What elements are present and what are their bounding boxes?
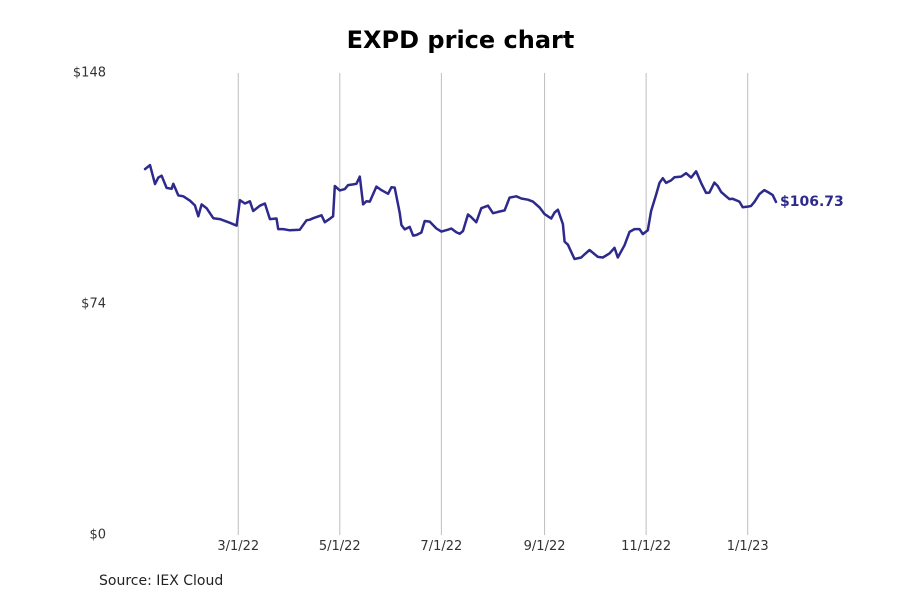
last-price-label: $106.73 bbox=[780, 194, 844, 210]
x-tick-label: 1/1/23 bbox=[727, 539, 769, 554]
x-tick-label: 7/1/22 bbox=[420, 539, 462, 554]
x-tick-label: 3/1/22 bbox=[217, 539, 259, 554]
x-tick-label: 5/1/22 bbox=[319, 539, 361, 554]
gridlines bbox=[237, 73, 749, 535]
x-tick-label: 9/1/22 bbox=[524, 539, 566, 554]
chart-title: EXPD price chart bbox=[346, 26, 575, 54]
y-axis: $148 $74 $0 bbox=[73, 66, 106, 543]
x-axis: 3/1/22 5/1/22 7/1/22 9/1/22 11/1/22 1/1/23 bbox=[217, 539, 768, 554]
x-tick-label: 11/1/22 bbox=[621, 539, 671, 554]
y-tick-label: $0 bbox=[89, 528, 106, 543]
source-note: Source: IEX Cloud bbox=[99, 573, 224, 589]
price-line bbox=[143, 163, 778, 261]
y-tick-label: $74 bbox=[81, 297, 106, 312]
y-tick-label: $148 bbox=[73, 66, 106, 81]
